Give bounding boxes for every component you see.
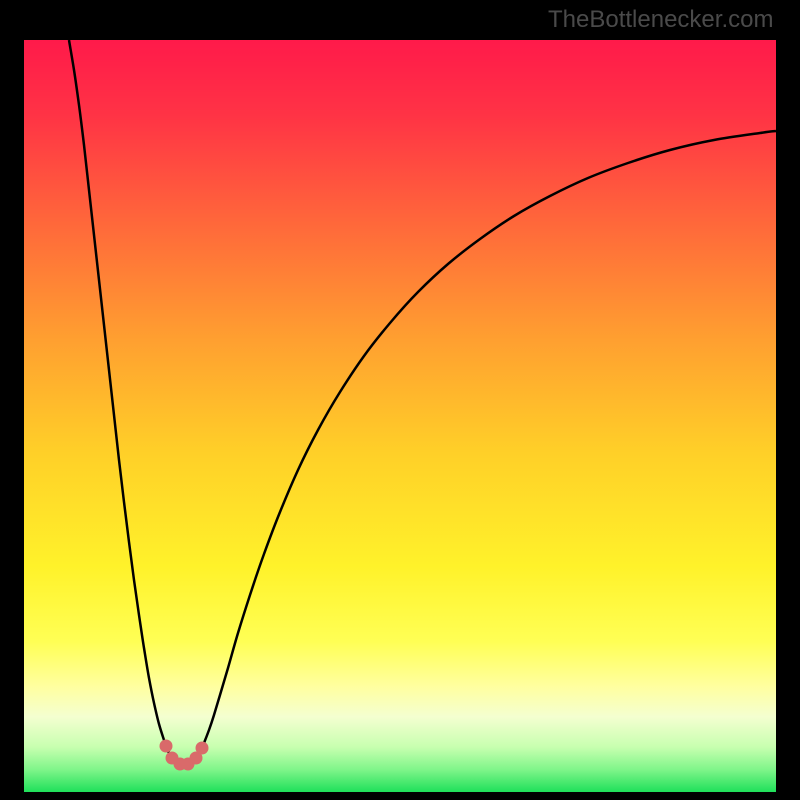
bottleneck-curve <box>69 40 776 765</box>
curve-marker <box>196 742 209 755</box>
plot-area <box>24 40 776 792</box>
watermark-text: TheBottlenecker.com <box>548 6 773 34</box>
marker-group <box>160 740 209 771</box>
curve-layer <box>24 40 776 792</box>
curve-marker <box>160 740 173 753</box>
